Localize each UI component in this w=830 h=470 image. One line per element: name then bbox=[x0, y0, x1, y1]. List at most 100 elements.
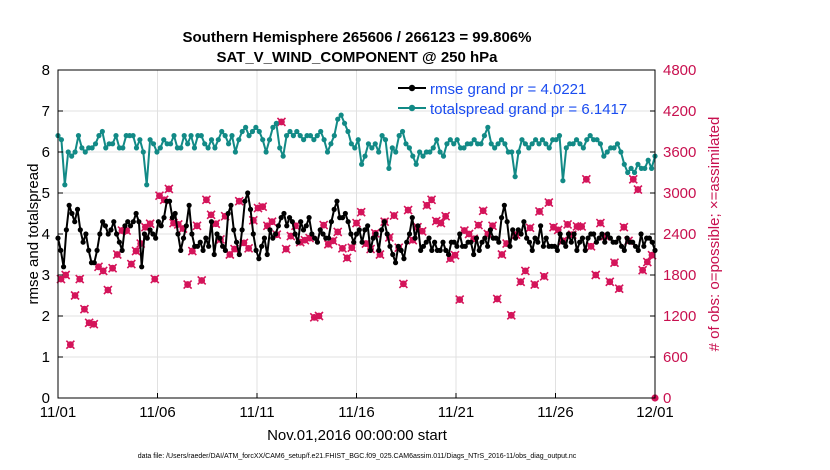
y-tick-label: 8 bbox=[42, 62, 50, 79]
obs-point bbox=[577, 221, 587, 232]
data-point bbox=[140, 149, 146, 155]
data-point bbox=[577, 239, 583, 245]
data-point bbox=[181, 133, 187, 139]
data-point bbox=[161, 137, 167, 143]
data-point bbox=[245, 190, 251, 196]
data-point bbox=[243, 124, 249, 130]
y-tick-label: 1 bbox=[42, 349, 50, 366]
data-point bbox=[144, 182, 150, 188]
data-point bbox=[498, 137, 505, 143]
legend-totalspread: totalspread grand pr = 6.1417 bbox=[430, 101, 627, 118]
data-point bbox=[504, 219, 510, 225]
data-point bbox=[303, 223, 309, 229]
data-point bbox=[175, 231, 181, 237]
obs-point bbox=[619, 222, 629, 232]
obs-point bbox=[544, 198, 554, 208]
legend: rmse grand pr = 4.0221 totalspread grand… bbox=[398, 81, 627, 118]
data-point bbox=[287, 128, 293, 135]
data-point bbox=[284, 223, 290, 229]
data-point bbox=[451, 239, 457, 245]
data-point bbox=[451, 141, 457, 147]
data-point bbox=[122, 223, 128, 229]
obs-point bbox=[450, 250, 460, 260]
data-point bbox=[266, 137, 273, 143]
data-point bbox=[359, 161, 365, 167]
data-point bbox=[365, 223, 371, 229]
data-point bbox=[382, 137, 389, 143]
data-point bbox=[635, 247, 641, 253]
data-point bbox=[621, 247, 627, 253]
obs-point bbox=[389, 210, 399, 221]
data-point bbox=[543, 141, 549, 147]
data-point bbox=[596, 235, 602, 241]
data-point bbox=[228, 202, 234, 208]
x-tick-label: 11/16 bbox=[338, 404, 374, 421]
series-lines bbox=[55, 112, 658, 270]
data-point bbox=[482, 235, 488, 241]
data-point bbox=[571, 231, 577, 237]
obs-point bbox=[441, 211, 451, 221]
data-point bbox=[250, 231, 256, 237]
data-point bbox=[203, 235, 209, 241]
data-point bbox=[594, 137, 600, 143]
data-point bbox=[166, 198, 173, 204]
data-point bbox=[194, 243, 201, 249]
data-point bbox=[401, 256, 407, 262]
data-point bbox=[599, 231, 605, 237]
obs-point bbox=[276, 117, 287, 127]
data-point bbox=[317, 227, 323, 233]
data-point bbox=[331, 206, 337, 212]
obs-point bbox=[530, 280, 540, 290]
data-point bbox=[373, 231, 379, 237]
data-point bbox=[261, 235, 268, 241]
data-point bbox=[256, 128, 262, 135]
x-tick-label: 11/26 bbox=[537, 404, 573, 421]
data-point bbox=[185, 141, 191, 147]
data-point bbox=[205, 145, 211, 151]
data-point bbox=[587, 133, 593, 139]
data-point bbox=[277, 145, 283, 151]
obs-point bbox=[75, 274, 85, 284]
data-point bbox=[390, 251, 396, 258]
data-point bbox=[485, 243, 491, 249]
data-point bbox=[630, 239, 636, 245]
data-point bbox=[348, 231, 354, 237]
data-point bbox=[77, 227, 83, 233]
data-point bbox=[63, 227, 69, 233]
data-point bbox=[236, 137, 242, 143]
footnote: data file: /Users/raeder/DAI/ATM_forcXX/… bbox=[138, 453, 577, 460]
data-point bbox=[356, 227, 362, 233]
data-point bbox=[130, 219, 136, 225]
data-point bbox=[253, 247, 259, 253]
data-point bbox=[512, 174, 518, 180]
data-point bbox=[58, 137, 65, 143]
data-point bbox=[294, 128, 300, 135]
y-tick-label: 2 bbox=[42, 308, 50, 325]
data-point bbox=[512, 235, 519, 241]
y-tick-label-right: 3600 bbox=[663, 144, 696, 161]
data-point bbox=[638, 231, 644, 237]
data-point bbox=[342, 210, 348, 217]
data-point bbox=[362, 227, 368, 233]
y-tick-label-right: 4800 bbox=[663, 62, 696, 79]
data-point bbox=[556, 133, 563, 139]
data-point bbox=[72, 149, 78, 155]
obs-point bbox=[347, 243, 357, 253]
data-point bbox=[189, 231, 195, 237]
y-tick-label: 3 bbox=[42, 267, 50, 284]
x-axis-label: Nov.01,2016 00:00:00 start bbox=[267, 427, 448, 444]
data-point bbox=[498, 215, 505, 221]
data-point bbox=[393, 149, 399, 155]
data-point bbox=[539, 137, 546, 143]
data-point bbox=[191, 145, 198, 151]
data-point bbox=[352, 145, 358, 151]
data-point bbox=[529, 247, 535, 253]
data-point bbox=[178, 145, 184, 151]
data-point bbox=[437, 247, 443, 253]
data-point bbox=[236, 251, 242, 258]
data-point bbox=[519, 137, 525, 143]
data-point bbox=[127, 223, 134, 229]
data-point bbox=[551, 243, 558, 249]
obs-point bbox=[638, 265, 648, 275]
